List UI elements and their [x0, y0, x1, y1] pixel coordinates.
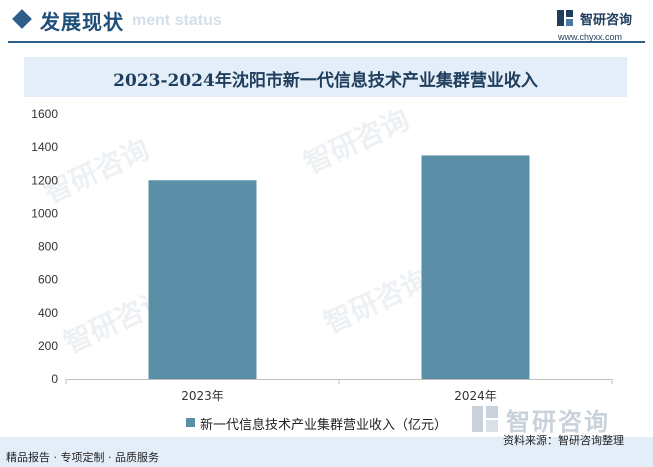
- legend-label: 新一代信息技术产业集群营业收入（亿元）: [200, 418, 448, 433]
- chart-title: 2023-2024年沈阳市新一代信息技术产业集群营业收入: [113, 71, 538, 91]
- watermark-logo-icon: [472, 406, 498, 432]
- brand-url: www.chyxx.com: [558, 32, 623, 42]
- y-tick-label: 1000: [31, 206, 58, 220]
- footer-band: 精品报告 · 专项定制 · 品质服务: [0, 437, 653, 467]
- bars: [148, 155, 530, 379]
- brand-name: 智研咨询: [580, 13, 633, 28]
- bar: [148, 180, 257, 379]
- y-tick-label: 1600: [31, 107, 58, 121]
- y-tick-label: 200: [38, 339, 58, 353]
- y-tick-label: 1400: [31, 140, 58, 154]
- y-tick-label: 800: [38, 240, 58, 254]
- footer-tagline: 精品报告 · 专项定制 · 品质服务: [6, 451, 159, 464]
- footer-source: 资料来源：智研咨询整理: [503, 434, 624, 447]
- brand-logo: 智研咨询 www.chyxx.com: [556, 8, 648, 42]
- y-tick-label: 0: [51, 372, 58, 386]
- legend-swatch: [186, 418, 195, 427]
- x-tick-label: 2024年: [454, 389, 497, 403]
- watermark-text: 智研咨询: [506, 408, 610, 436]
- x-tick-label: 2023年: [181, 389, 224, 403]
- bar: [421, 155, 530, 379]
- brand-logo-icon: [557, 10, 573, 26]
- watermark-logo: 智研咨询: [470, 402, 640, 438]
- section-subtitle: ment status: [132, 12, 222, 29]
- y-tick-label: 1200: [31, 173, 58, 187]
- x-axis: 2023年 2024年: [65, 379, 613, 403]
- section-title: 发展现状: [40, 10, 124, 34]
- y-axis: 0 200 400 600 800 1000 1200 1400 1600: [31, 107, 58, 386]
- header-divider: [8, 41, 645, 43]
- chart-title-band: 2023-2024年沈阳市新一代信息技术产业集群营业收入: [24, 57, 627, 97]
- section-header: 发展现状 ment status: [0, 0, 653, 46]
- y-tick-label: 400: [38, 306, 58, 320]
- y-tick-label: 600: [38, 273, 58, 287]
